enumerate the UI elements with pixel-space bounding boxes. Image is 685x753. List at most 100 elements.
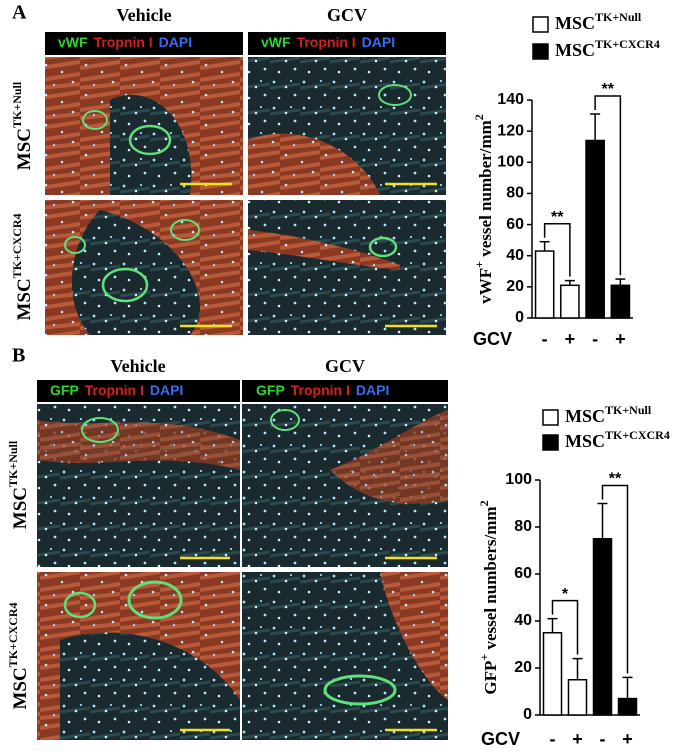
stain-name: GFP [50,382,79,398]
legend-label: MSCTK+CXCR4 [565,428,670,451]
legend-name: MSC [555,13,595,33]
y-axis-label-part: vessel numbers/mm [481,506,500,653]
y-tick-label: 60 [514,565,532,582]
bar [610,284,631,319]
legend-name: MSC [565,406,605,426]
x-tick-label: + [565,329,576,349]
x-tick-label: - [550,729,556,749]
row-label: MSCTK+Null [10,81,36,170]
bar [585,139,605,319]
stain-name: GFP [256,382,285,398]
y-tick-label: 100 [505,471,532,488]
x-axis-label: GCV [481,729,520,749]
stain-name: Tropnin I [85,382,144,398]
y-tick-label: 0 [515,309,524,326]
stain-header: GFP Tropnin I DAPI [50,382,183,398]
significance-bracket [601,484,629,674]
stain-name: vWF [58,34,88,50]
legend-label: MSCTK+Null [555,10,642,33]
row-label-base: MSC [10,487,31,529]
legend-sup: TK+Null [605,403,652,417]
x-tick-label: + [615,329,626,349]
y-axis-label-part: 2 [472,114,486,120]
column-title: Vehicle [116,5,171,25]
stain-header: vWF Tropnin I DAPI [58,34,192,50]
row-label: MSCTK+CXCR4 [10,213,36,320]
y-axis-label-part: + [472,261,486,268]
stain-name: Tropnin I [94,34,153,50]
row-label-sup: TK+Null [6,440,20,487]
bar [617,697,638,716]
significance-bracket [594,95,622,276]
y-tick-label: 20 [514,659,532,676]
significance-label: ** [609,471,622,488]
y-tick-label: 0 [523,706,532,723]
column-title: GCV [325,356,365,376]
significance-bracket [551,599,579,655]
y-tick-label: 20 [506,278,524,295]
stain-name: DAPI [159,34,192,50]
legend-name: MSC [555,40,595,60]
y-tick-label: 60 [506,216,524,233]
significance-label: ** [551,209,564,226]
x-tick-label: - [600,729,606,749]
bar [560,284,580,319]
legend-sup: TK+CXCR4 [595,37,660,51]
legend-swatch [542,409,559,426]
y-tick-label: 80 [506,185,524,202]
legend-label: MSCTK+Null [565,403,652,426]
bar [534,250,555,319]
row-label-sup: TK+Null [10,81,24,128]
significance-bracket [543,222,571,277]
panel-label: B [12,345,25,367]
significance-label: * [562,586,569,603]
row-label-base: MSC [10,667,31,709]
row-label: MSCTK+CXCR4 [6,602,32,709]
significance-label: ** [602,81,615,98]
y-axis-label-part: 2 [477,500,491,506]
micrographs [37,32,448,740]
y-axis-label-part: GFP [481,661,500,695]
legend-sup: TK+CXCR4 [605,428,670,442]
x-tick-label: - [592,329,598,349]
stain-name: DAPI [362,34,395,50]
y-axis-label: vWF+ vessel number/mm2 [472,114,495,303]
y-axis-label-part: vWF [476,268,495,304]
y-tick-label: 40 [506,247,524,264]
y-tick-label: 80 [514,518,532,535]
stain-name: Tropnin I [291,382,350,398]
stain-header: GFP Tropnin I DAPI [256,382,389,398]
y-axis-label: GFP+ vessel numbers/mm2 [477,500,500,694]
bar [592,538,613,716]
y-tick-label: 140 [497,91,524,108]
y-tick-label: 40 [514,612,532,629]
y-tick-label: 100 [497,154,524,171]
row-label-sup: TK+CXCR4 [10,213,24,278]
column-title: Vehicle [110,356,165,376]
y-axis-label-part: + [477,654,491,661]
x-tick-label: + [622,729,633,749]
stain-header: vWF Tropnin I DAPI [261,34,395,50]
legend-swatch [532,43,549,60]
stain-name: vWF [261,34,291,50]
legend-swatch [542,434,559,451]
row-label-sup: TK+CXCR4 [6,602,20,667]
stain-name: DAPI [150,382,183,398]
column-title: GCV [327,5,367,25]
micrograph [248,200,446,335]
stain-name: DAPI [356,382,389,398]
row-label-base: MSC [14,278,35,320]
row-label: MSCTK+Null [6,440,32,529]
panel-label: A [12,2,27,24]
legend-swatch [532,16,549,33]
legend-label: MSCTK+CXCR4 [555,37,660,60]
stain-name: Tropnin I [297,34,356,50]
legend-name: MSC [565,431,605,451]
y-axis-label-part: vessel number/mm [476,120,495,261]
y-tick-label: 120 [497,122,524,139]
row-label-base: MSC [14,128,35,170]
bar [567,679,588,716]
x-tick-label: - [542,329,548,349]
x-tick-label: + [572,729,583,749]
